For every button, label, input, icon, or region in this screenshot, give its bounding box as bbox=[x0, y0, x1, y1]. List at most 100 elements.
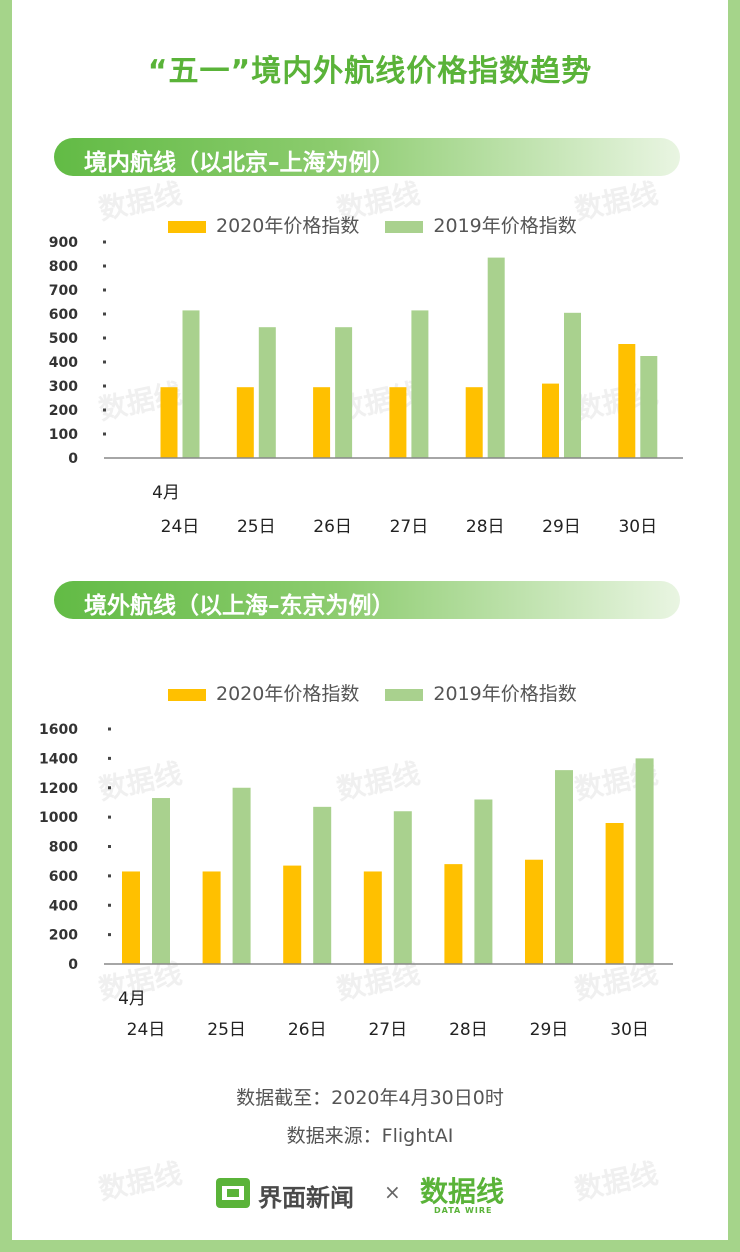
data-source-note: 数据来源：FlightAI bbox=[286, 1125, 454, 1147]
x-category-label: 28日 bbox=[449, 1020, 488, 1040]
y-tick-mark bbox=[103, 288, 106, 292]
chart-legend: 2020年价格指数 2019年价格指数 bbox=[168, 679, 597, 706]
times-sign: × bbox=[384, 1180, 401, 1204]
x-category-label: 29日 bbox=[542, 517, 581, 537]
x-category-label: 24日 bbox=[127, 1020, 166, 1040]
legend-swatch-2019 bbox=[385, 688, 424, 701]
y-tick-label: 100 bbox=[49, 427, 78, 443]
section-banner-domestic: 境内航线（以北京–上海为例） bbox=[54, 138, 680, 176]
y-tick-mark bbox=[108, 756, 111, 760]
legend-item-2019: 2019年价格指数 bbox=[385, 211, 577, 238]
y-tick-mark bbox=[108, 874, 111, 878]
bar-2019 bbox=[232, 787, 251, 964]
y-tick-label: 600 bbox=[49, 869, 78, 885]
x-category-label: 25日 bbox=[207, 1020, 246, 1040]
jiemian-name: 界面新闻 bbox=[258, 1184, 354, 1212]
x-category-label: 25日 bbox=[237, 517, 276, 537]
x-category-label: 24日 bbox=[161, 517, 200, 537]
y-tick-label: 300 bbox=[49, 379, 78, 395]
y-tick-label: 900 bbox=[49, 235, 78, 251]
y-tick-mark bbox=[103, 264, 106, 268]
bar-2019 bbox=[474, 799, 493, 964]
section-heading: 境内航线（以北京–上海为例） bbox=[84, 150, 395, 176]
legend-label-2020: 2020年价格指数 bbox=[216, 215, 360, 237]
y-tick-mark bbox=[108, 933, 111, 937]
shujuxian-name: 数据线 bbox=[420, 1175, 505, 1208]
y-tick-label: 800 bbox=[49, 259, 78, 275]
y-tick-mark bbox=[108, 786, 111, 790]
y-tick-mark bbox=[103, 336, 106, 340]
bar-2019 bbox=[258, 327, 276, 458]
y-tick-mark bbox=[108, 727, 111, 731]
bar-2020 bbox=[160, 387, 178, 458]
y-tick-label: 1400 bbox=[39, 751, 78, 767]
y-tick-label: 1000 bbox=[39, 810, 78, 826]
shujuxian-logo: 数据线 DATA WIRE bbox=[420, 1170, 510, 1218]
x-category-label: 28日 bbox=[466, 517, 505, 537]
legend-item-2019: 2019年价格指数 bbox=[385, 679, 577, 706]
legend-label-2019: 2019年价格指数 bbox=[433, 683, 577, 705]
y-tick-label: 700 bbox=[49, 283, 78, 299]
legend-item-2020: 2020年价格指数 bbox=[168, 211, 359, 238]
bar-2020 bbox=[605, 823, 624, 964]
bar-2020 bbox=[444, 864, 463, 964]
data-cutoff-note: 数据截至：2020年4月30日0时 bbox=[236, 1087, 504, 1109]
legend-swatch-2019 bbox=[385, 220, 424, 233]
y-tick-label: 600 bbox=[49, 307, 78, 323]
bar-2019 bbox=[152, 798, 170, 964]
bar-2020 bbox=[122, 871, 140, 964]
bar-2019 bbox=[635, 758, 654, 964]
legend-item-2020: 2020年价格指数 bbox=[168, 679, 359, 706]
legend-swatch-2020 bbox=[168, 688, 206, 701]
bar-2020 bbox=[542, 383, 559, 458]
y-tick-mark bbox=[108, 845, 111, 848]
legend-label-2019: 2019年价格指数 bbox=[433, 215, 577, 237]
y-tick-label: 0 bbox=[68, 451, 78, 467]
bar-2019 bbox=[564, 312, 581, 458]
bar-2020 bbox=[389, 387, 407, 458]
datawire-tagline: DATA WIRE bbox=[434, 1206, 493, 1215]
logo-bar: 界面新闻 × 数据线 DATA WIRE bbox=[0, 1170, 740, 1218]
y-tick-mark bbox=[103, 408, 106, 412]
y-tick-label: 200 bbox=[49, 403, 78, 419]
x-category-label: 27日 bbox=[390, 517, 429, 537]
bar-2019 bbox=[335, 327, 353, 458]
chart-domestic: 0 100 200 300 400 500 600 700 800 900 24日 25日 26日 27日… bbox=[49, 235, 683, 537]
x-category-label: 26日 bbox=[288, 1020, 327, 1040]
bar-2020 bbox=[363, 871, 382, 964]
chart-international: 0 200 400 600 800 1000 1200 1400 1600 24日 25日 26日 27… bbox=[39, 722, 673, 1040]
section-heading: 境外航线（以上海–东京为例） bbox=[84, 593, 395, 619]
y-tick-mark bbox=[103, 432, 106, 436]
bar-2020 bbox=[236, 387, 254, 458]
y-tick-label: 1200 bbox=[39, 781, 78, 797]
y-tick-label: 500 bbox=[49, 331, 78, 347]
x-month-label: 4月 bbox=[118, 989, 146, 1009]
chart-legend: 2020年价格指数 2019年价格指数 bbox=[168, 211, 597, 238]
y-tick-label: 400 bbox=[49, 355, 78, 371]
bar-2019 bbox=[640, 356, 658, 458]
bar-2020 bbox=[202, 871, 221, 964]
bar-2020 bbox=[525, 859, 543, 964]
legend-swatch-2020 bbox=[168, 220, 206, 233]
y-tick-label: 200 bbox=[49, 928, 78, 944]
bar-2020 bbox=[618, 344, 636, 458]
page-title: “五一”境内外航线价格指数趋势 bbox=[147, 54, 593, 89]
bar-2019 bbox=[411, 310, 429, 458]
bar-2020 bbox=[465, 387, 483, 458]
x-category-label: 29日 bbox=[530, 1020, 569, 1040]
y-tick-mark bbox=[103, 360, 106, 364]
y-tick-mark bbox=[103, 384, 106, 388]
x-category-label: 30日 bbox=[618, 517, 657, 537]
y-tick-label: 400 bbox=[49, 898, 78, 914]
bar-2019 bbox=[182, 310, 200, 458]
section-banner-international: 境外航线（以上海–东京为例） bbox=[54, 581, 680, 619]
y-tick-label: 1600 bbox=[39, 722, 78, 738]
y-tick-label: 800 bbox=[49, 840, 78, 856]
bar-2019 bbox=[555, 770, 573, 964]
x-category-label: 27日 bbox=[368, 1020, 407, 1040]
y-tick-label: 0 bbox=[68, 957, 78, 973]
bar-2020 bbox=[283, 865, 302, 964]
x-category-label: 26日 bbox=[313, 517, 352, 537]
bar-2019 bbox=[313, 806, 332, 964]
legend-label-2020: 2020年价格指数 bbox=[216, 683, 360, 705]
